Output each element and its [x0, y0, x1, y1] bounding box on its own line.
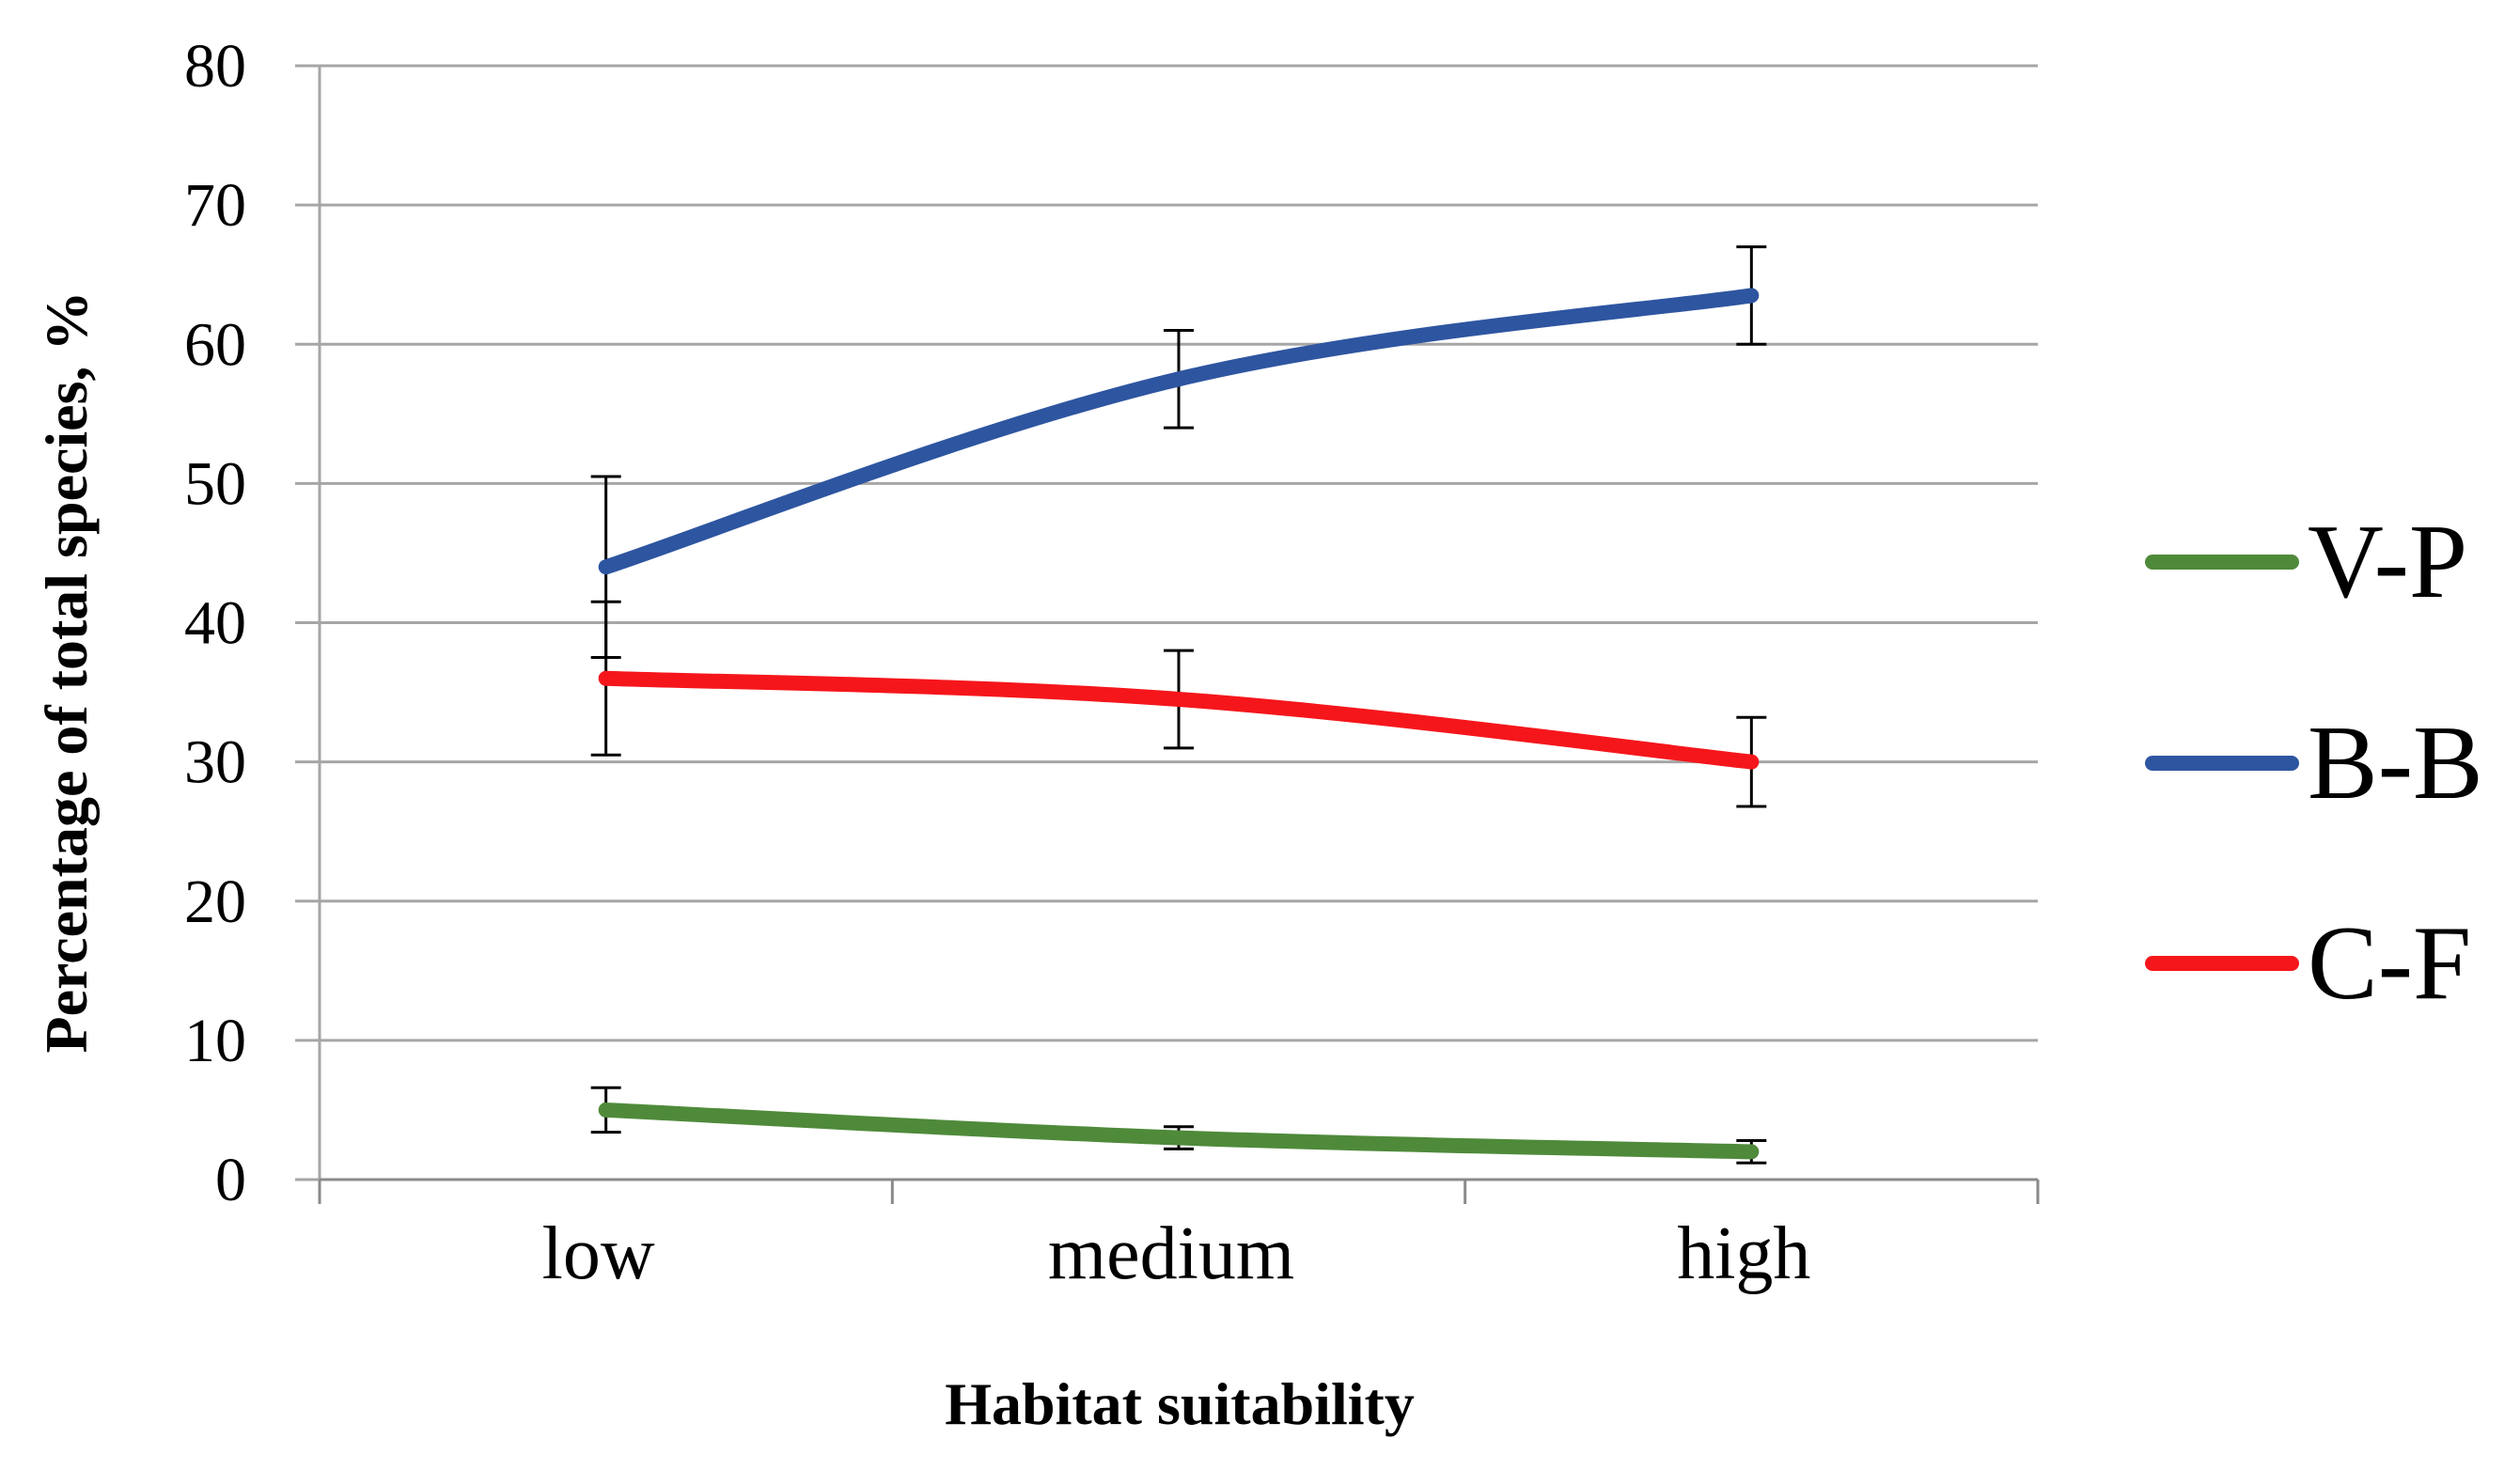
y-tick-labels: 0 10 20 30 40 50 60 70 80 [184, 32, 246, 1214]
y-tick-label-20: 20 [184, 868, 246, 936]
x-tick-labels: low medium high [542, 1212, 1811, 1295]
legend-label-v-p: V-P [2308, 504, 2467, 620]
y-tick-label-70: 70 [184, 171, 246, 240]
series-line-b-b [598, 288, 1760, 575]
series-line-v-p [598, 1102, 1760, 1160]
legend: V-P B-B C-F [2145, 504, 2483, 1022]
x-tick-label-high: high [1677, 1212, 1810, 1295]
y-axis-title: Percentage of total species, % [33, 291, 100, 1054]
y-tick-label-10: 10 [184, 1007, 246, 1075]
series-lines [598, 288, 1760, 1160]
y-tick-label-50: 50 [184, 449, 246, 518]
y-tick-label-0: 0 [215, 1146, 246, 1214]
axes [318, 66, 2040, 1204]
y-tick-label-60: 60 [184, 310, 246, 379]
gridlines [295, 64, 2038, 1181]
legend-label-b-b: B-B [2308, 705, 2483, 821]
y-tick-label-40: 40 [184, 589, 246, 658]
x-tick-label-low: low [542, 1212, 655, 1295]
x-tick-label-medium: medium [1048, 1212, 1294, 1295]
y-tick-label-80: 80 [184, 32, 246, 101]
y-tick-label-30: 30 [184, 728, 246, 797]
legend-label-c-f: C-F [2308, 905, 2471, 1022]
x-axis-title: Habitat suitability [945, 1370, 1415, 1437]
series-line-c-f [598, 670, 1760, 770]
